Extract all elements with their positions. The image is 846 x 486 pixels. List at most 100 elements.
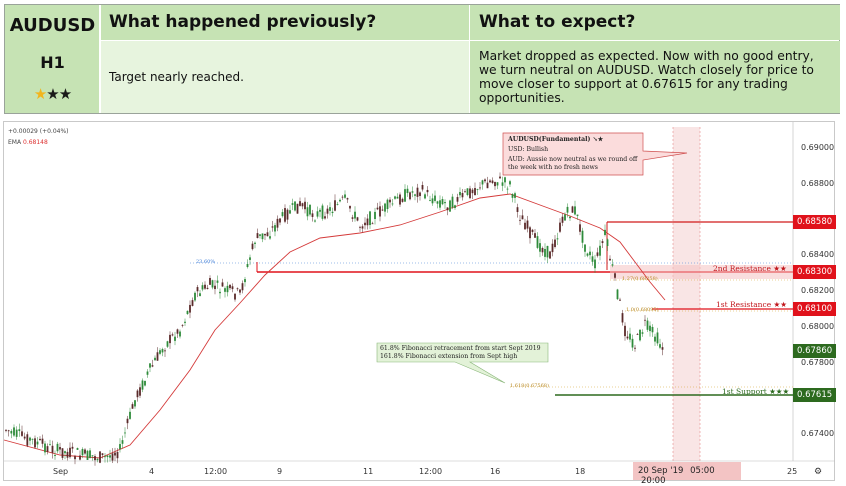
settings-gear-icon[interactable]: ⚙ (814, 467, 823, 477)
candle-body (141, 380, 144, 390)
star-icon: ★ (46, 85, 59, 103)
previous-heading: What happened previously? (101, 5, 469, 40)
candle-body (646, 320, 649, 330)
candle-body (266, 232, 269, 237)
candle-body (171, 334, 174, 336)
candle-body (104, 456, 106, 458)
candle-body (581, 230, 584, 243)
candle-body (476, 189, 479, 190)
candle-body (94, 456, 96, 461)
candle-body (314, 220, 316, 222)
x-tick-label: 12:00 (419, 467, 443, 476)
ohlc-legend: +0.00029 (+0.04%) (8, 128, 69, 135)
candle-body (274, 225, 276, 232)
candle-body (91, 455, 94, 457)
candle-body (139, 387, 141, 396)
candle-body (431, 198, 434, 204)
candle-body (289, 210, 291, 214)
candle-body (346, 198, 349, 200)
candle-body (516, 207, 519, 212)
y-tick-label: 0.68000 (801, 322, 835, 331)
candle-body (569, 216, 571, 219)
candle-body (514, 193, 516, 198)
chart-frame[interactable] (3, 121, 835, 481)
candle-body (71, 446, 74, 449)
x-tick-label: 25 (787, 467, 798, 476)
candle-body (226, 285, 229, 293)
candle-body (23, 436, 26, 439)
candle-body (18, 429, 21, 432)
candle-body (449, 200, 451, 212)
candle-body (504, 177, 506, 183)
candle-body (336, 204, 339, 205)
candle-body (176, 329, 179, 334)
ema-line (3, 193, 666, 459)
star-icon: ★ (58, 85, 72, 103)
x-tick-label: 11 (363, 467, 374, 476)
candle-body (66, 451, 69, 458)
candle-body (389, 199, 391, 203)
candle-body (179, 331, 181, 337)
candle-body (51, 445, 54, 453)
candle-body (13, 427, 15, 436)
candle-body (36, 441, 39, 445)
candle-body (481, 180, 484, 185)
candle-body (474, 188, 476, 196)
header-panel: AUDUSD H1 ★★★ What happened previously? … (4, 4, 840, 114)
candle-body (54, 455, 56, 456)
y-tick-label: 0.67400 (801, 429, 835, 438)
candle-body (486, 182, 489, 189)
previous-text: Target nearly reached. (101, 41, 469, 113)
candle-body (256, 233, 259, 239)
candle-body (79, 455, 81, 460)
candle-body (111, 453, 114, 461)
candle-body (239, 289, 241, 293)
candle-body (151, 365, 154, 367)
candle-body (131, 404, 134, 409)
y-tick-label: 0.68400 (801, 250, 835, 259)
candle-body (126, 418, 129, 424)
candle-body (544, 248, 546, 257)
candle-body (311, 213, 314, 217)
candle-body (534, 233, 536, 238)
candle-body (459, 191, 461, 196)
candle-body (529, 227, 531, 239)
candle-body (59, 447, 61, 450)
candle-body (444, 202, 446, 204)
candle-body (44, 443, 46, 453)
price-tag-first-resistance: 0.68100 (793, 302, 836, 316)
candle-body (636, 334, 639, 335)
candle-body (596, 252, 599, 256)
x-time-label: 05:00 (690, 466, 715, 476)
ema-legend[interactable]: EMA 0.68148 (8, 139, 48, 146)
candle-body (156, 352, 159, 361)
candle-body (509, 181, 511, 185)
x-tick-label: 18 (575, 467, 586, 476)
candle-body (466, 188, 469, 196)
candle-body (10, 430, 13, 434)
fib-label-1.618: 1.618(0.67568) (510, 383, 549, 389)
candle-body (149, 363, 151, 368)
fib-label-1.27: 1.27(0.68258) (622, 276, 658, 282)
candle-body (101, 453, 104, 455)
x-date-label: 20 Sep '19 (638, 466, 684, 476)
candle-body (429, 199, 431, 201)
candle-body (414, 194, 416, 196)
candle-body (511, 194, 514, 198)
candle-body (506, 188, 509, 190)
candle-body (651, 326, 654, 333)
candle-body (579, 224, 581, 232)
candle-body (21, 431, 23, 436)
candle-body (46, 446, 49, 452)
candle-body (384, 203, 386, 212)
candle-body (326, 208, 329, 214)
candle-body (301, 203, 304, 207)
candle-body (199, 293, 201, 297)
candle-body (304, 201, 306, 210)
x-highlight-labels: 20 Sep '19 05:00 20:00 (633, 462, 741, 486)
candle-body (234, 293, 236, 300)
candle-body (119, 444, 121, 450)
candle-body (421, 185, 424, 190)
candle-body (349, 205, 351, 209)
